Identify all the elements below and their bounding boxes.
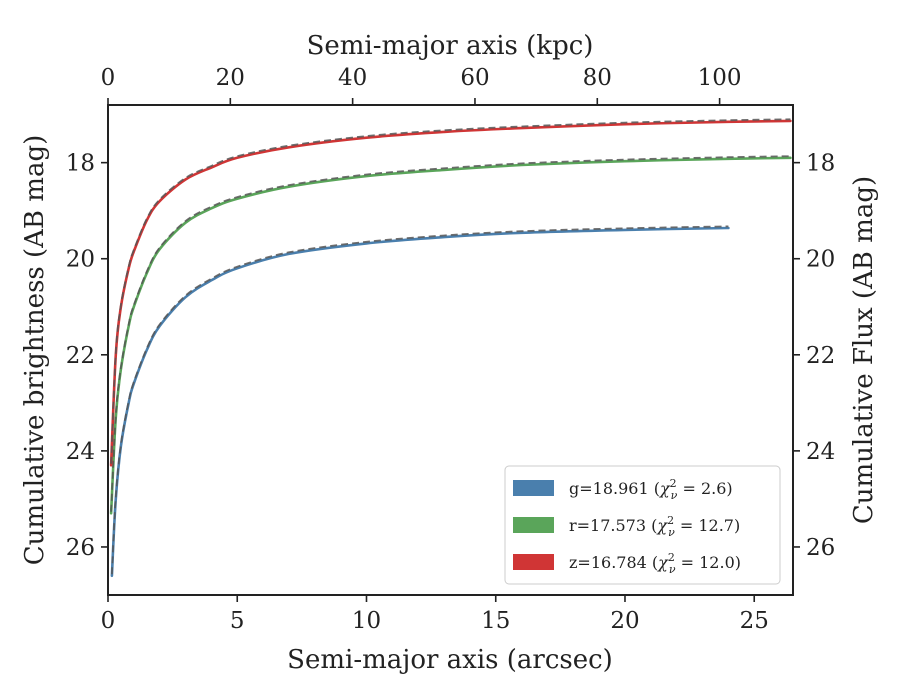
x-top-tick-label: 80: [583, 65, 612, 91]
y-right-tick-label: 26: [806, 535, 835, 561]
series-model-g: [111, 225, 729, 575]
series-model-r: [110, 155, 791, 512]
legend-swatch: [513, 554, 554, 570]
x-bottom-tick-label: 10: [352, 608, 381, 634]
legend-swatch: [513, 517, 554, 533]
y-right-tick-label: 24: [806, 439, 835, 465]
legend-label: z=16.784 (χ2 ν = 12.0): [569, 551, 741, 576]
curves-layer: [109, 118, 792, 578]
x-bottom-tick-label: 5: [230, 608, 245, 634]
x-top-tick-label: 20: [216, 65, 245, 91]
legend-items: g=18.961 (χ2 ν = 2.6) r=17.573 (χ2 ν = 12.7…: [513, 477, 741, 576]
x-top-tick-label: 100: [698, 65, 742, 91]
x-top-tick-label: 60: [460, 65, 489, 91]
x-top-tick-label: 0: [101, 65, 116, 91]
y-left-tick-label: 24: [66, 439, 95, 465]
y-right-tick-label: 18: [806, 151, 835, 177]
y-axis-left-title: Cumulative brightness (AB mag): [20, 135, 50, 566]
y-right-tick-label: 20: [806, 247, 835, 273]
x-bottom-tick-label: 20: [610, 608, 639, 634]
x-axis-top-title: Semi-major axis (kpc): [307, 31, 594, 61]
x-axis-bottom-title: Semi-major axis (arcsec): [287, 645, 613, 675]
legend-swatch: [513, 480, 554, 496]
y-left-tick-label: 26: [66, 535, 95, 561]
y-left-tick-label: 22: [66, 343, 95, 369]
series-line-r: [109, 156, 792, 515]
y-left-tick-label: 20: [66, 247, 95, 273]
legend: g=18.961 (χ2 ν = 2.6) r=17.573 (χ2 ν = 12.7…: [504, 465, 781, 585]
legend-label: g=18.961 (χ2 ν = 2.6): [569, 477, 733, 502]
y-axis-right-title: Cumulative Flux (AB mag): [849, 176, 879, 524]
series-line-z: [109, 119, 792, 467]
y-right-tick-label: 22: [806, 343, 835, 369]
series-model-z: [110, 118, 791, 464]
x-bottom-tick-label: 0: [101, 608, 116, 634]
legend-label: r=17.573 (χ2 ν = 12.7): [569, 514, 740, 539]
x-bottom-tick-label: 15: [481, 608, 510, 634]
axes-layer: 0 5 10 15 20 25 0 20 40 60 80 100 18 18 20 20 22 22 24 24 26…: [66, 65, 836, 634]
plot-frame: [107, 104, 794, 596]
y-left-tick-label: 18: [66, 151, 95, 177]
legend-box: [504, 465, 781, 585]
x-bottom-tick-label: 25: [740, 608, 769, 634]
x-top-tick-label: 40: [338, 65, 367, 91]
